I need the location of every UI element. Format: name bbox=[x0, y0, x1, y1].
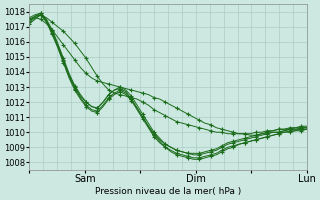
X-axis label: Pression niveau de la mer( hPa ): Pression niveau de la mer( hPa ) bbox=[95, 187, 241, 196]
